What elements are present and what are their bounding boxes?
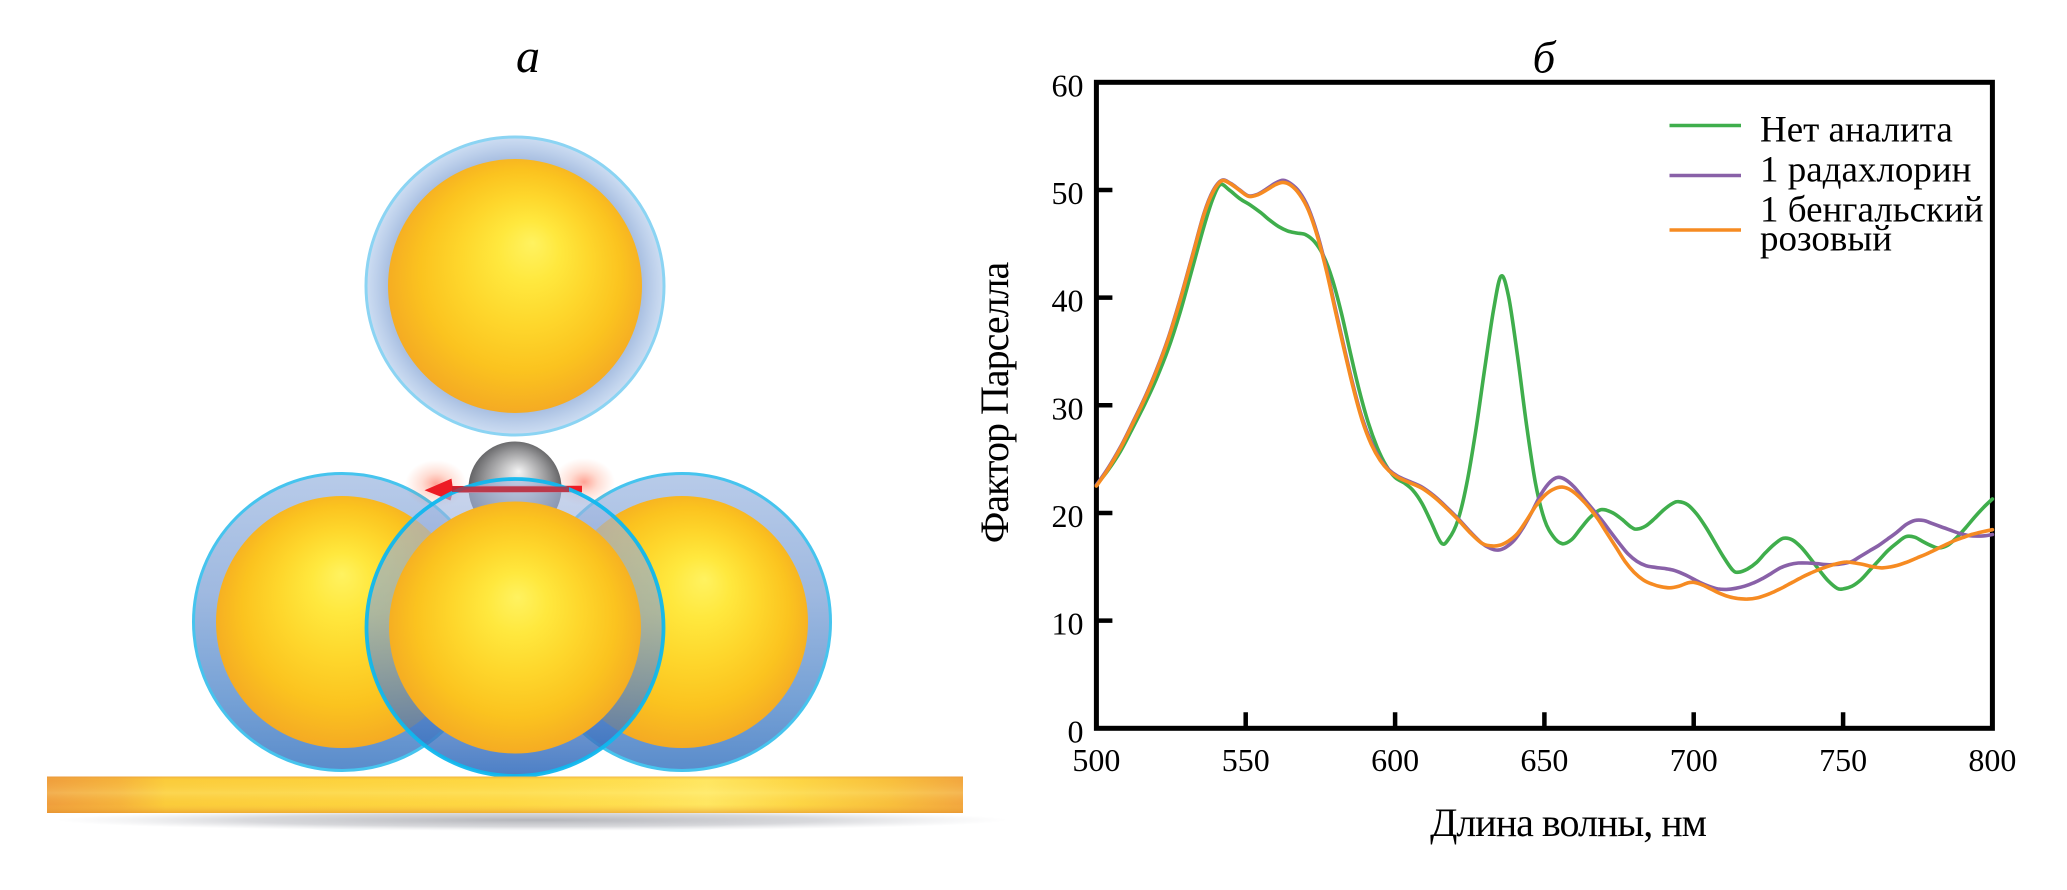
svg-text:10: 10 [1052,606,1084,642]
svg-text:розовый: розовый [1760,218,1892,259]
svg-text:30: 30 [1052,390,1084,426]
svg-text:50: 50 [1052,175,1084,211]
svg-text:650: 650 [1520,742,1568,778]
svg-text:60: 60 [1052,67,1084,103]
svg-text:500: 500 [1072,742,1120,778]
svg-text:Длина волны, нм: Длина волны, нм [1430,800,1707,845]
svg-text:0: 0 [1068,713,1084,749]
svg-text:700: 700 [1670,742,1718,778]
svg-text:20: 20 [1052,498,1084,534]
svg-text:40: 40 [1052,283,1084,319]
svg-text:Нет аналита: Нет аналита [1760,110,1953,151]
svg-text:550: 550 [1222,742,1270,778]
svg-text:750: 750 [1819,742,1867,778]
svg-text:800: 800 [1968,742,2016,778]
svg-text:Фактор Парселла: Фактор Парселла [972,261,1017,543]
svg-text:б: б [1533,33,1557,83]
svg-text:1 радахлорин: 1 радахлорин [1760,149,1972,190]
svg-text:1 бенгальский: 1 бенгальский [1760,190,1984,231]
svg-text:a: a [516,30,540,83]
svg-text:600: 600 [1371,742,1419,778]
